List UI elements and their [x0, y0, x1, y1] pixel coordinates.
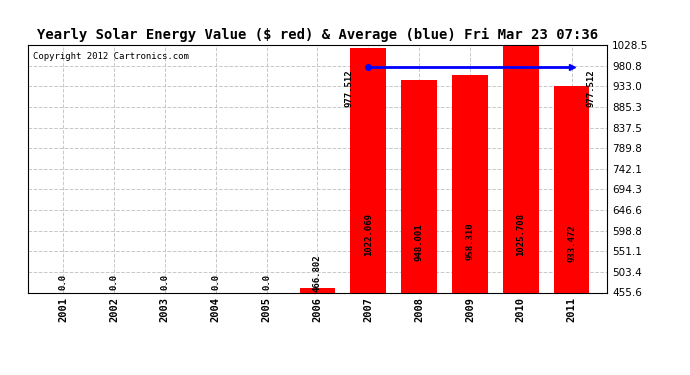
Title: Yearly Solar Energy Value ($ red) & Average (blue) Fri Mar 23 07:36: Yearly Solar Energy Value ($ red) & Aver…: [37, 28, 598, 42]
Text: Copyright 2012 Cartronics.com: Copyright 2012 Cartronics.com: [33, 53, 189, 62]
Text: 977.512: 977.512: [344, 69, 353, 107]
Text: 0.0: 0.0: [262, 274, 271, 290]
Bar: [299, 288, 335, 292]
Text: 933.472: 933.472: [567, 224, 576, 261]
Text: 1025.708: 1025.708: [516, 213, 525, 255]
Text: 1022.069: 1022.069: [364, 213, 373, 256]
Text: 948.001: 948.001: [415, 223, 424, 261]
Text: 0.0: 0.0: [211, 274, 220, 290]
Bar: [554, 86, 589, 292]
Text: 0.0: 0.0: [59, 274, 68, 290]
Text: 466.802: 466.802: [313, 254, 322, 292]
Bar: [452, 75, 488, 292]
Text: 977.512: 977.512: [586, 69, 595, 107]
Text: 958.310: 958.310: [466, 222, 475, 260]
Bar: [402, 80, 437, 292]
Bar: [503, 46, 539, 292]
Text: 0.0: 0.0: [160, 274, 169, 290]
Bar: [351, 48, 386, 292]
Text: 0.0: 0.0: [110, 274, 119, 290]
